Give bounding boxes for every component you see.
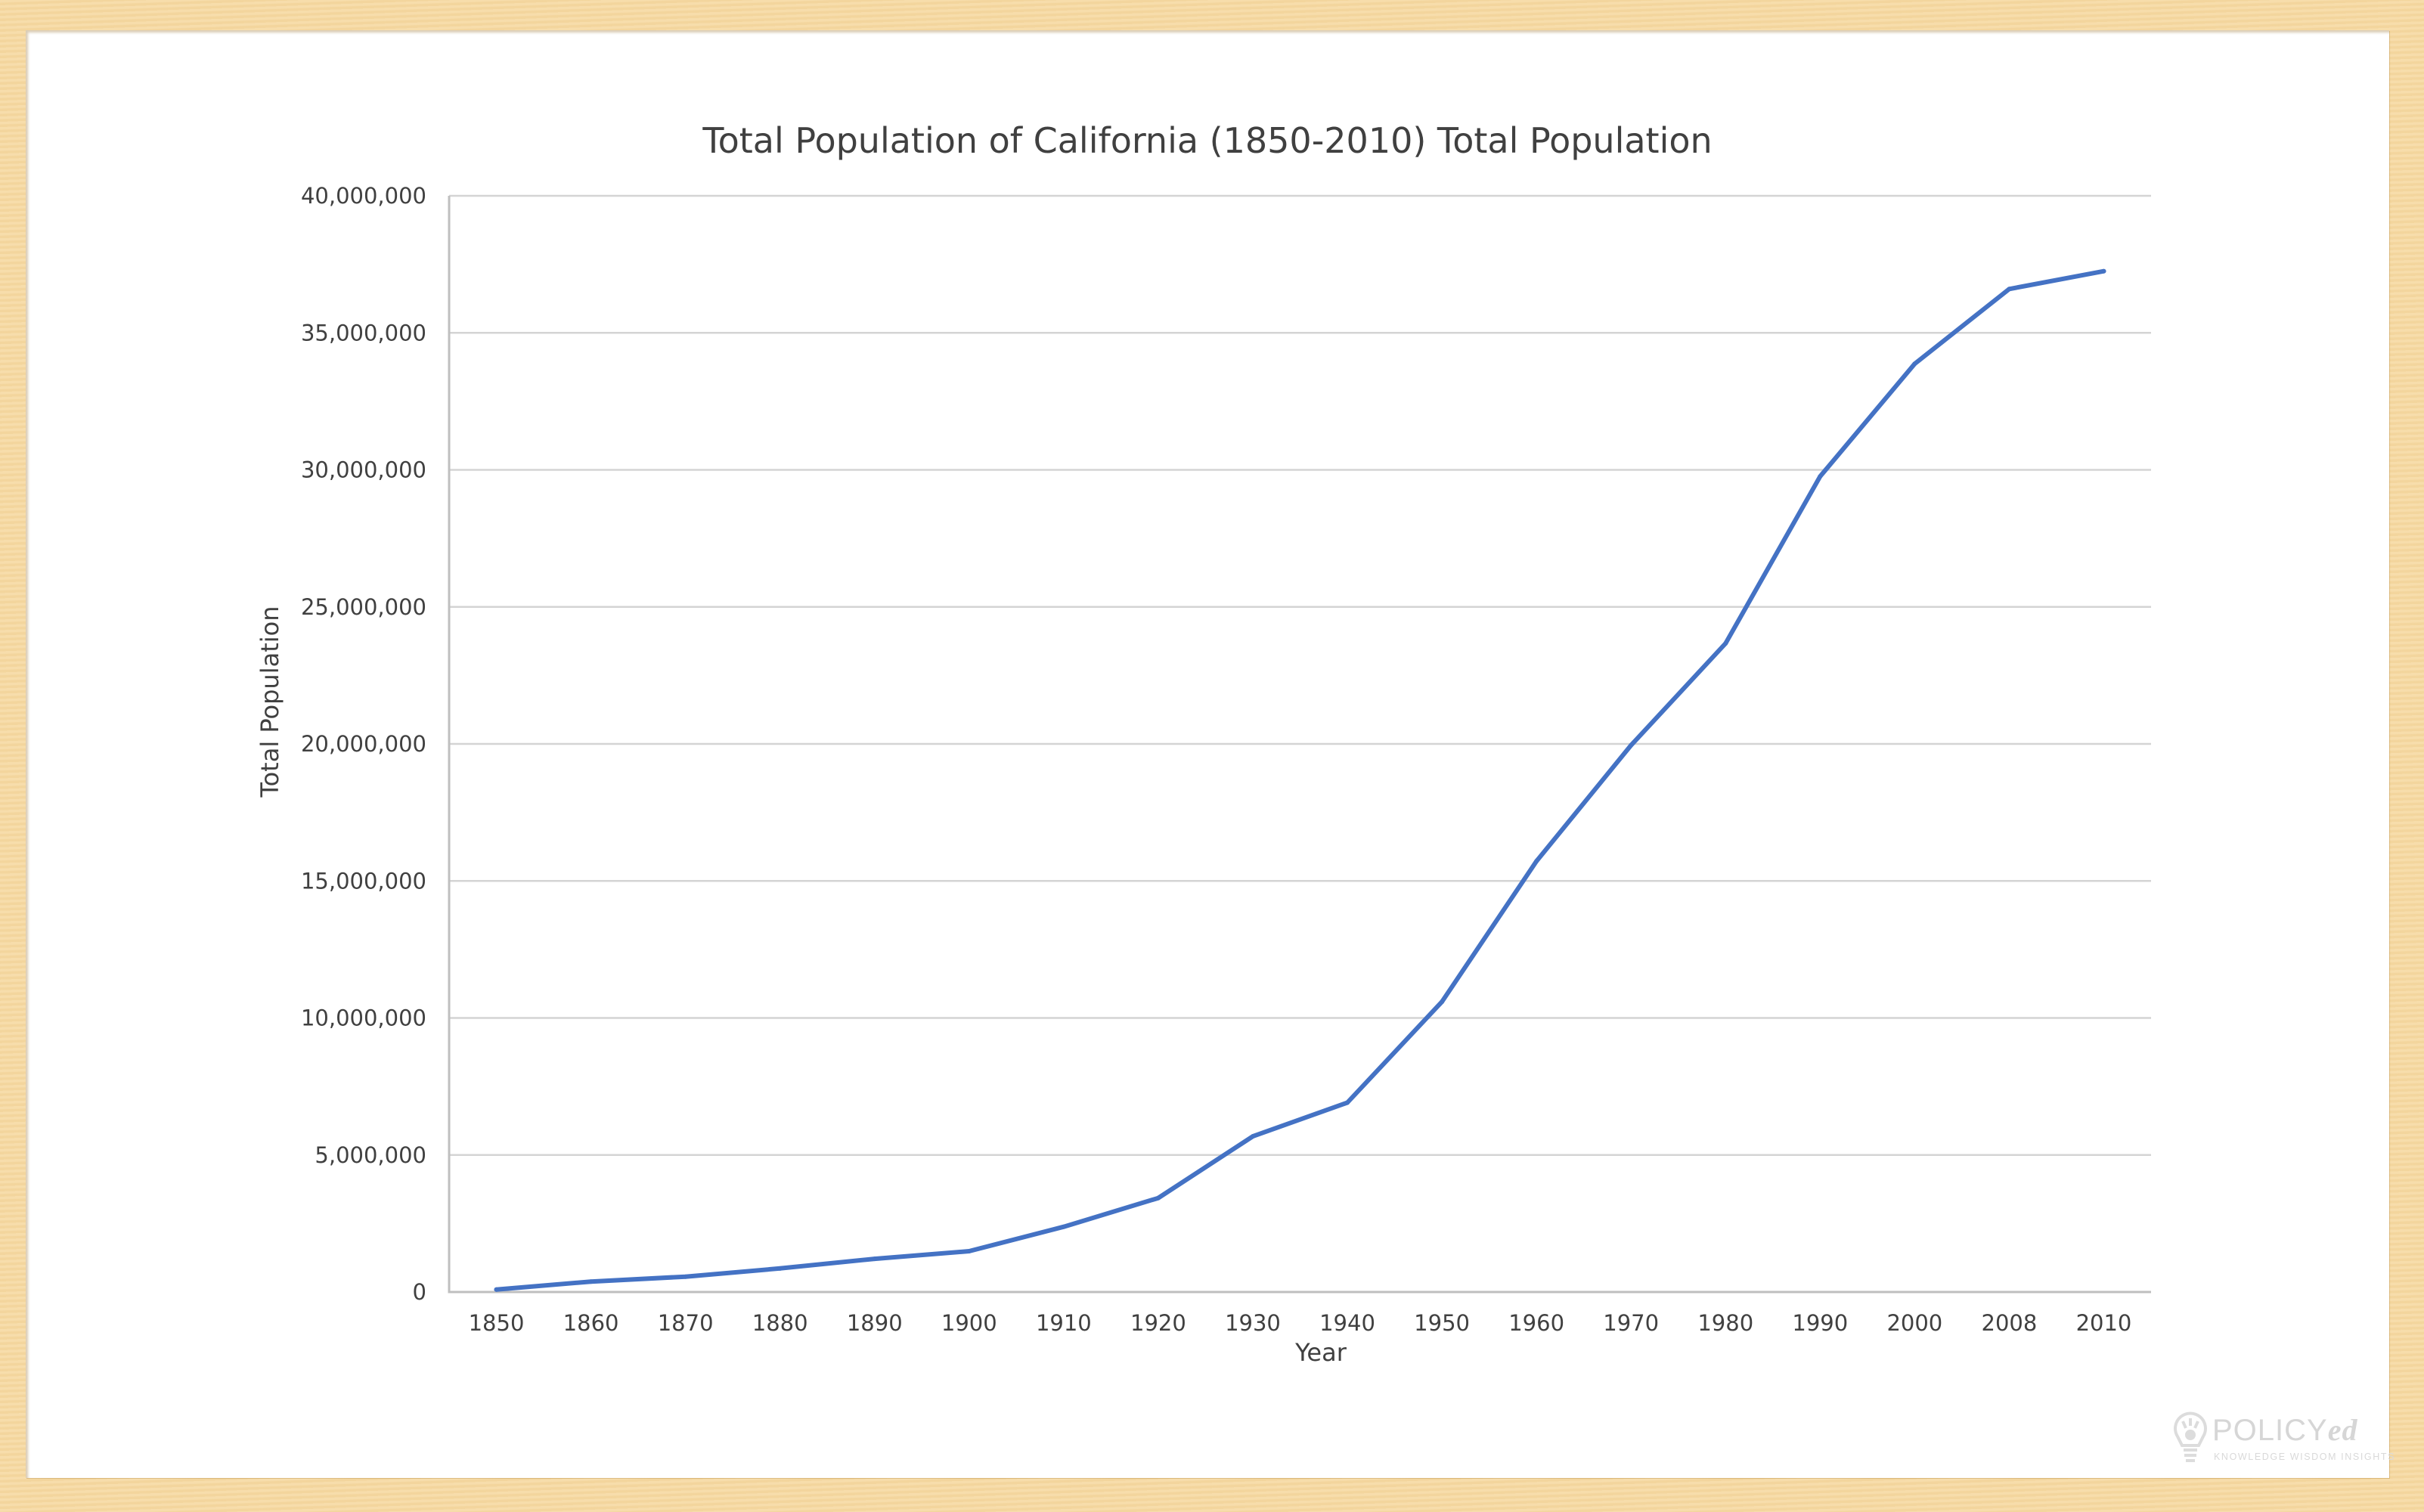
x-tick-label: 1850 <box>469 1310 525 1336</box>
x-axis-title: Year <box>1294 1338 1347 1367</box>
data-point-1920 <box>1155 1195 1161 1201</box>
gridlines <box>449 194 2151 1156</box>
data-point-2010 <box>2101 268 2106 274</box>
axis-lines <box>448 196 2151 1294</box>
data-point-1900 <box>966 1248 972 1253</box>
x-tick-label: 1980 <box>1697 1310 1753 1336</box>
logo-wordmark-main: POLICY <box>2212 1414 2328 1447</box>
chart-title: Total Population of California (1850-201… <box>702 120 1712 161</box>
data-point-1870 <box>683 1274 688 1279</box>
x-tick-label: 1970 <box>1603 1310 1659 1336</box>
data-point-1960 <box>1534 859 1539 864</box>
x-tick-label: 1950 <box>1414 1310 1470 1336</box>
data-point-1940 <box>1345 1100 1350 1105</box>
data-point-1950 <box>1440 999 1445 1005</box>
x-tick-label: 2000 <box>1886 1310 1942 1336</box>
series-line-total-population <box>494 268 2106 1292</box>
y-tick-label: 0 <box>413 1279 426 1305</box>
data-point-1990 <box>1818 474 1823 479</box>
chart-panel <box>26 30 2389 1478</box>
data-points <box>494 268 2106 1292</box>
x-tick-label: 1910 <box>1036 1310 1092 1336</box>
y-tick-label: 35,000,000 <box>301 320 426 345</box>
y-tick-label: 30,000,000 <box>301 457 426 483</box>
data-point-2008 <box>2007 287 2012 292</box>
y-tick-label: 25,000,000 <box>301 594 426 620</box>
y-tick-label: 15,000,000 <box>301 868 426 894</box>
data-point-1980 <box>1723 640 1728 646</box>
y-tick-label: 10,000,000 <box>301 1005 426 1031</box>
policyed-logo: POLICYed KNOWLEDGE WISDOM INSIGHTS <box>2171 1408 2394 1468</box>
x-tick-label: 2008 <box>1982 1310 2038 1336</box>
y-axis-title: Total Population <box>256 606 284 798</box>
data-point-1850 <box>494 1287 499 1292</box>
data-point-2000 <box>1912 361 1917 367</box>
x-tick-label: 1990 <box>1792 1310 1848 1336</box>
y-axis-tick-labels: 0 5,000,000 10,000,000 15,000,000 20,000,000… <box>301 183 426 1305</box>
x-tick-label: 1860 <box>563 1310 619 1336</box>
y-tick-label: 20,000,000 <box>301 731 426 757</box>
logo-wordmark: POLICYed <box>2212 1412 2357 1448</box>
data-point-1860 <box>588 1279 594 1284</box>
x-tick-label: 1890 <box>847 1310 903 1336</box>
x-tick-label: 1930 <box>1225 1310 1281 1336</box>
x-tick-label: 2010 <box>2076 1310 2132 1336</box>
logo-wordmark-suffix: ed <box>2327 1413 2358 1447</box>
lightbulb-icon <box>2174 1411 2207 1462</box>
data-point-1910 <box>1061 1224 1066 1229</box>
y-tick-label: 5,000,000 <box>315 1142 426 1168</box>
data-point-1890 <box>872 1256 877 1262</box>
x-axis-tick-labels: 1850 1860 1870 1880 1890 1900 1910 1920 1930 1940… <box>469 1310 2132 1336</box>
x-tick-label: 1900 <box>941 1310 997 1336</box>
x-tick-label: 1880 <box>752 1310 808 1336</box>
data-point-1880 <box>777 1266 783 1271</box>
x-tick-label: 1960 <box>1508 1310 1564 1336</box>
x-tick-label: 1940 <box>1319 1310 1375 1336</box>
data-point-1930 <box>1250 1134 1255 1139</box>
x-tick-label: 1870 <box>658 1310 714 1336</box>
logo-tagline: KNOWLEDGE WISDOM INSIGHTS <box>2214 1452 2396 1462</box>
x-tick-label: 1920 <box>1130 1310 1186 1336</box>
y-tick-label: 40,000,000 <box>301 183 426 209</box>
data-point-1970 <box>1629 742 1634 748</box>
